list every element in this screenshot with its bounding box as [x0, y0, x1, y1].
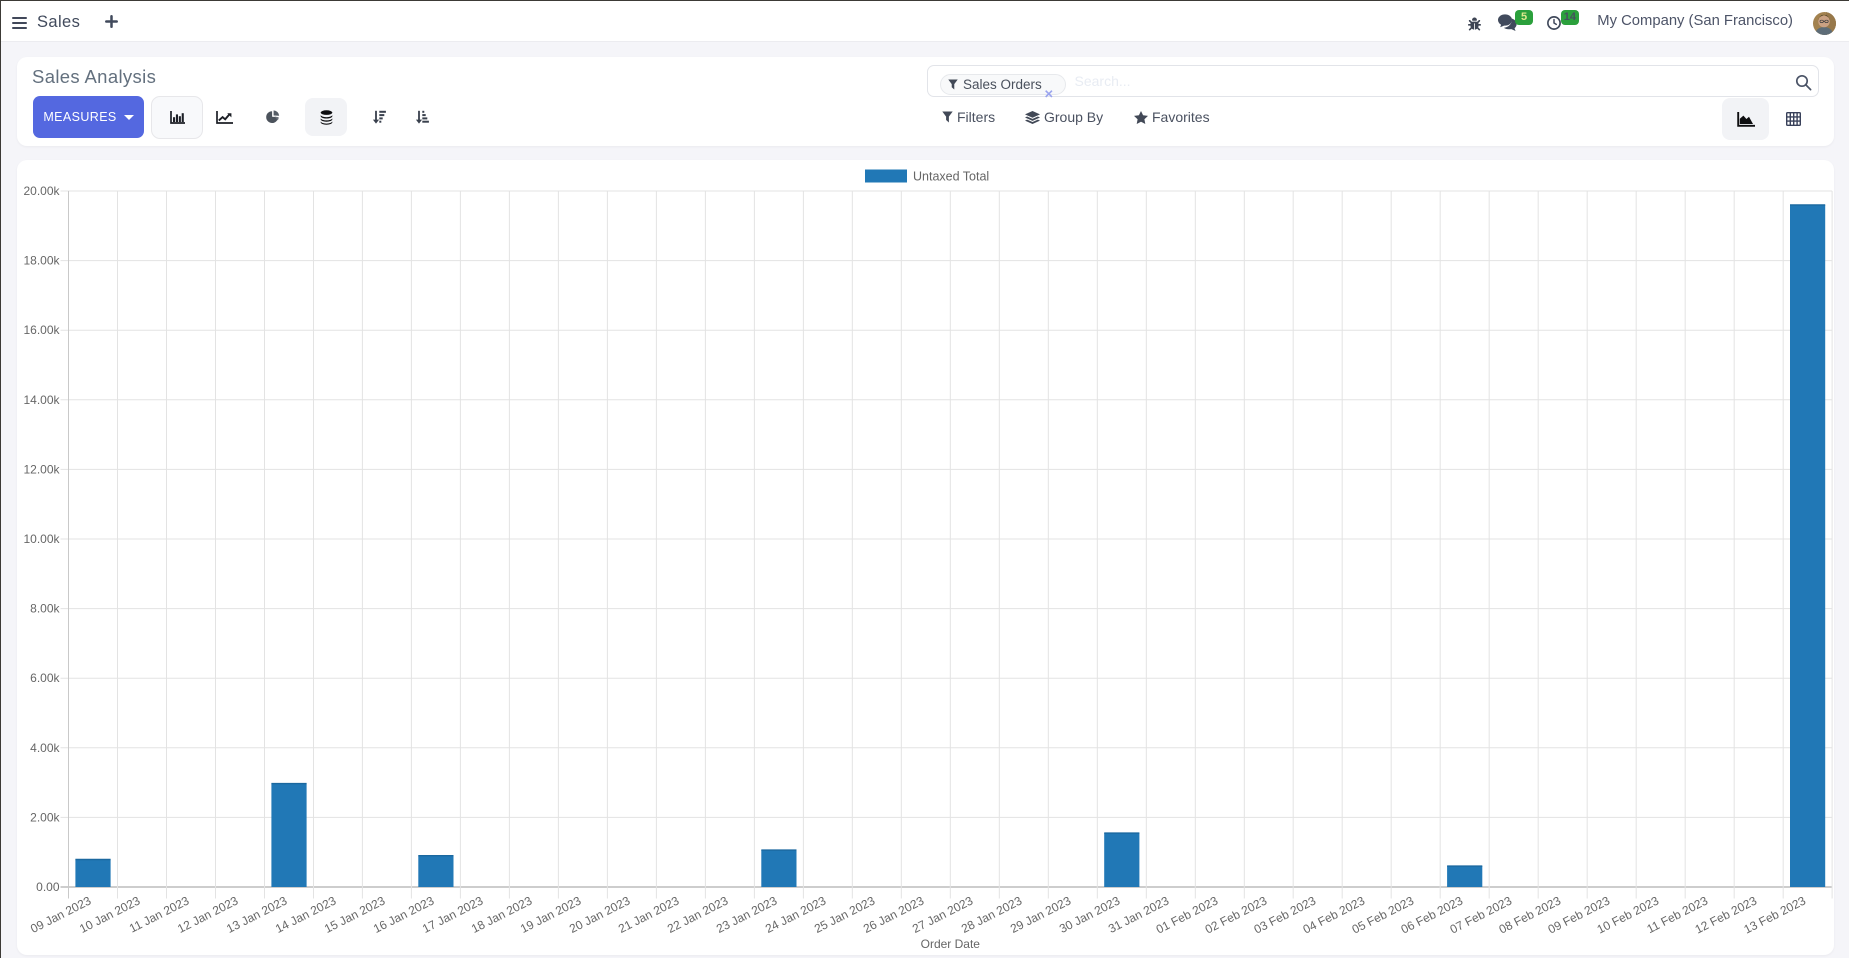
svg-text:8.00k: 8.00k — [30, 602, 60, 616]
svg-text:Untaxed Total: Untaxed Total — [913, 170, 989, 184]
svg-text:18.00k: 18.00k — [23, 254, 60, 268]
svg-text:2.00k: 2.00k — [30, 810, 60, 824]
svg-text:10.00k: 10.00k — [23, 532, 60, 546]
svg-text:12.00k: 12.00k — [23, 462, 60, 476]
svg-text:14.00k: 14.00k — [23, 393, 60, 407]
svg-text:6.00k: 6.00k — [30, 671, 60, 685]
svg-text:16.00k: 16.00k — [23, 323, 60, 337]
svg-text:0.00: 0.00 — [36, 880, 60, 894]
svg-text:4.00k: 4.00k — [30, 741, 60, 755]
svg-text:20.00k: 20.00k — [23, 184, 60, 198]
svg-text:Order Date: Order Date — [921, 937, 981, 951]
